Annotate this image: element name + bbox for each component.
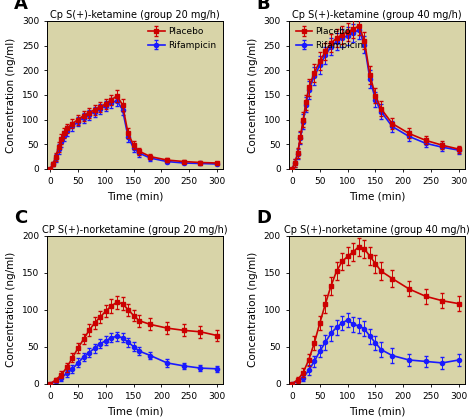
Text: B: B	[256, 0, 270, 13]
Text: D: D	[256, 209, 271, 227]
X-axis label: Time (min): Time (min)	[107, 192, 163, 202]
Title: CP S(+)-norketamine (group 20 mg/h): CP S(+)-norketamine (group 20 mg/h)	[42, 225, 228, 235]
Title: Cp S(+)-ketamine (group 20 mg/h): Cp S(+)-ketamine (group 20 mg/h)	[50, 10, 220, 20]
Title: Cp S(+)-ketamine (group 40 mg/h): Cp S(+)-ketamine (group 40 mg/h)	[292, 10, 462, 20]
Legend: Placebo, Rifampicin: Placebo, Rifampicin	[294, 25, 365, 51]
X-axis label: Time (min): Time (min)	[349, 192, 405, 202]
Y-axis label: Concentration (ng/ml): Concentration (ng/ml)	[6, 252, 16, 367]
Text: C: C	[14, 209, 27, 227]
Y-axis label: Concentration (ng/ml): Concentration (ng/ml)	[248, 37, 258, 153]
Text: A: A	[14, 0, 28, 13]
Title: Cp S(+)-norketamine (group 40 mg/h): Cp S(+)-norketamine (group 40 mg/h)	[284, 225, 470, 235]
Y-axis label: Concentration (ng/ml): Concentration (ng/ml)	[6, 37, 16, 153]
Legend: Placebo, Rifampicin: Placebo, Rifampicin	[146, 25, 218, 51]
X-axis label: Time (min): Time (min)	[349, 407, 405, 417]
X-axis label: Time (min): Time (min)	[107, 407, 163, 417]
Y-axis label: Concentration (ng/ml): Concentration (ng/ml)	[248, 252, 258, 367]
